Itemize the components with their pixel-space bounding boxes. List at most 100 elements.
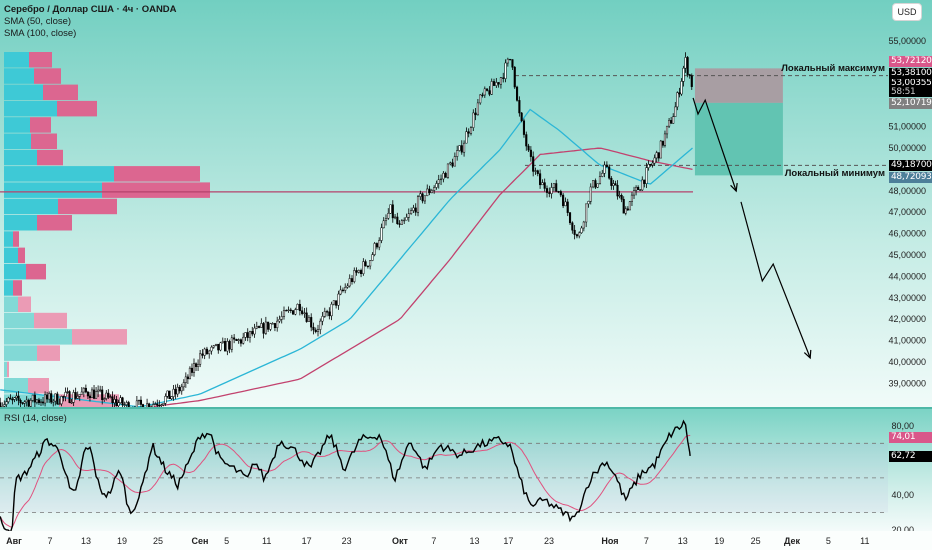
candle — [573, 229, 576, 235]
candle — [99, 389, 102, 391]
candle — [267, 321, 270, 330]
time-axis-label: 25 — [153, 536, 163, 546]
rsi-chart[interactable]: 80,00 40,00 20,00 — [0, 409, 932, 531]
candle — [495, 82, 498, 86]
candle — [332, 300, 335, 305]
volume-profile-up-bar — [4, 215, 37, 231]
time-axis-label: 13 — [81, 536, 91, 546]
time-axis[interactable]: Авг 7 13 19 25 Сен 5 11 17 23 Окт 7 13 17 23 Ноя 7 13 19 25… — [0, 531, 932, 550]
time-axis-label: 5 — [224, 536, 229, 546]
candle — [212, 345, 215, 348]
candle — [52, 400, 55, 403]
candle — [176, 386, 179, 395]
candle — [137, 399, 140, 402]
volume-profile-down-bar — [37, 215, 72, 231]
candle — [410, 210, 413, 214]
volume-profile-up-bar — [4, 247, 18, 264]
candle — [11, 399, 14, 401]
candle — [416, 196, 420, 213]
candle — [201, 353, 204, 356]
price-axis-label: 41,00000 — [888, 336, 926, 346]
candle — [474, 112, 477, 116]
candle — [670, 120, 673, 124]
candle — [624, 208, 627, 214]
volume-profile-down-bar — [26, 263, 46, 280]
candle — [382, 220, 385, 229]
candle — [362, 261, 365, 274]
price-axis-label: 44,00000 — [888, 271, 926, 281]
candle — [603, 164, 606, 174]
candle — [117, 402, 120, 407]
candle — [396, 216, 399, 224]
candle — [426, 188, 429, 196]
candle — [319, 320, 322, 330]
candle — [639, 189, 642, 191]
candle — [497, 82, 500, 85]
candle — [529, 149, 532, 157]
candle — [7, 397, 10, 402]
time-axis-label: 17 — [503, 536, 513, 546]
price-axis-label: 43,00000 — [888, 293, 926, 303]
candle — [516, 86, 519, 101]
volume-profile-down-bar — [13, 231, 19, 247]
candle — [258, 326, 261, 328]
candle — [511, 59, 514, 68]
candle — [663, 133, 667, 146]
candle — [260, 323, 263, 328]
candle — [115, 399, 118, 407]
candle — [578, 232, 581, 237]
sma50-legend[interactable]: SMA (50, close) — [4, 16, 72, 27]
candle — [316, 329, 320, 332]
candle — [305, 312, 308, 322]
local-min-label[interactable]: Локальный минимум — [784, 168, 885, 179]
volume-profile-down-bar — [57, 100, 97, 117]
symbol-title[interactable]: Серебро / Доллар США · 4ч · OANDA — [4, 4, 177, 15]
candle — [253, 327, 256, 335]
sma100-legend[interactable]: SMA (100, close) — [4, 28, 77, 39]
candle — [460, 145, 463, 153]
candle — [502, 77, 505, 79]
currency-button[interactable]: USD — [892, 3, 922, 21]
price-pane[interactable]: 55,00000 51,00000 50,00000 48,00000 47,00000… — [0, 0, 932, 407]
candle — [339, 289, 342, 295]
candle — [25, 399, 28, 403]
candle — [428, 188, 431, 194]
volume-profile-up-bar — [4, 68, 34, 84]
candle — [488, 90, 491, 95]
candle — [568, 212, 572, 224]
candle — [449, 162, 452, 165]
price-chart[interactable]: 55,00000 51,00000 50,00000 48,00000 47,00000… — [0, 0, 932, 407]
candle — [355, 270, 358, 273]
candle — [74, 392, 77, 399]
candle — [162, 403, 165, 406]
candle — [44, 394, 47, 404]
candle — [164, 396, 167, 404]
candle — [88, 395, 92, 399]
candle — [21, 402, 24, 404]
candle — [442, 172, 445, 180]
candle — [109, 396, 112, 398]
volume-profile-down-bar — [58, 198, 117, 215]
candle — [612, 183, 615, 186]
pane-separator[interactable] — [0, 407, 932, 409]
candle — [224, 341, 227, 352]
candle — [481, 94, 484, 96]
candle — [430, 190, 433, 194]
candle — [373, 243, 376, 255]
chart-legend: Серебро / Доллар США · 4ч · OANDA SMA (5… — [4, 4, 177, 40]
rsi-value-badge: 62,72 — [889, 451, 932, 462]
volume-profile-up-bar — [4, 312, 34, 329]
time-axis-label: Сен — [192, 536, 209, 546]
rsi-legend[interactable]: RSI (14, close) — [4, 413, 67, 424]
candle — [78, 394, 81, 397]
time-axis-label: 23 — [342, 536, 352, 546]
rsi-pane[interactable]: 80,00 40,00 20,00 RSI (14, close) 74,01 62… — [0, 409, 932, 531]
candle — [665, 125, 669, 135]
candle — [674, 106, 677, 117]
candle — [659, 140, 662, 159]
candle — [217, 343, 220, 351]
candle — [27, 399, 30, 407]
local-max-label[interactable]: Локальный максимум — [781, 63, 885, 74]
candle — [680, 81, 683, 95]
time-axis-label: Дек — [784, 536, 801, 546]
